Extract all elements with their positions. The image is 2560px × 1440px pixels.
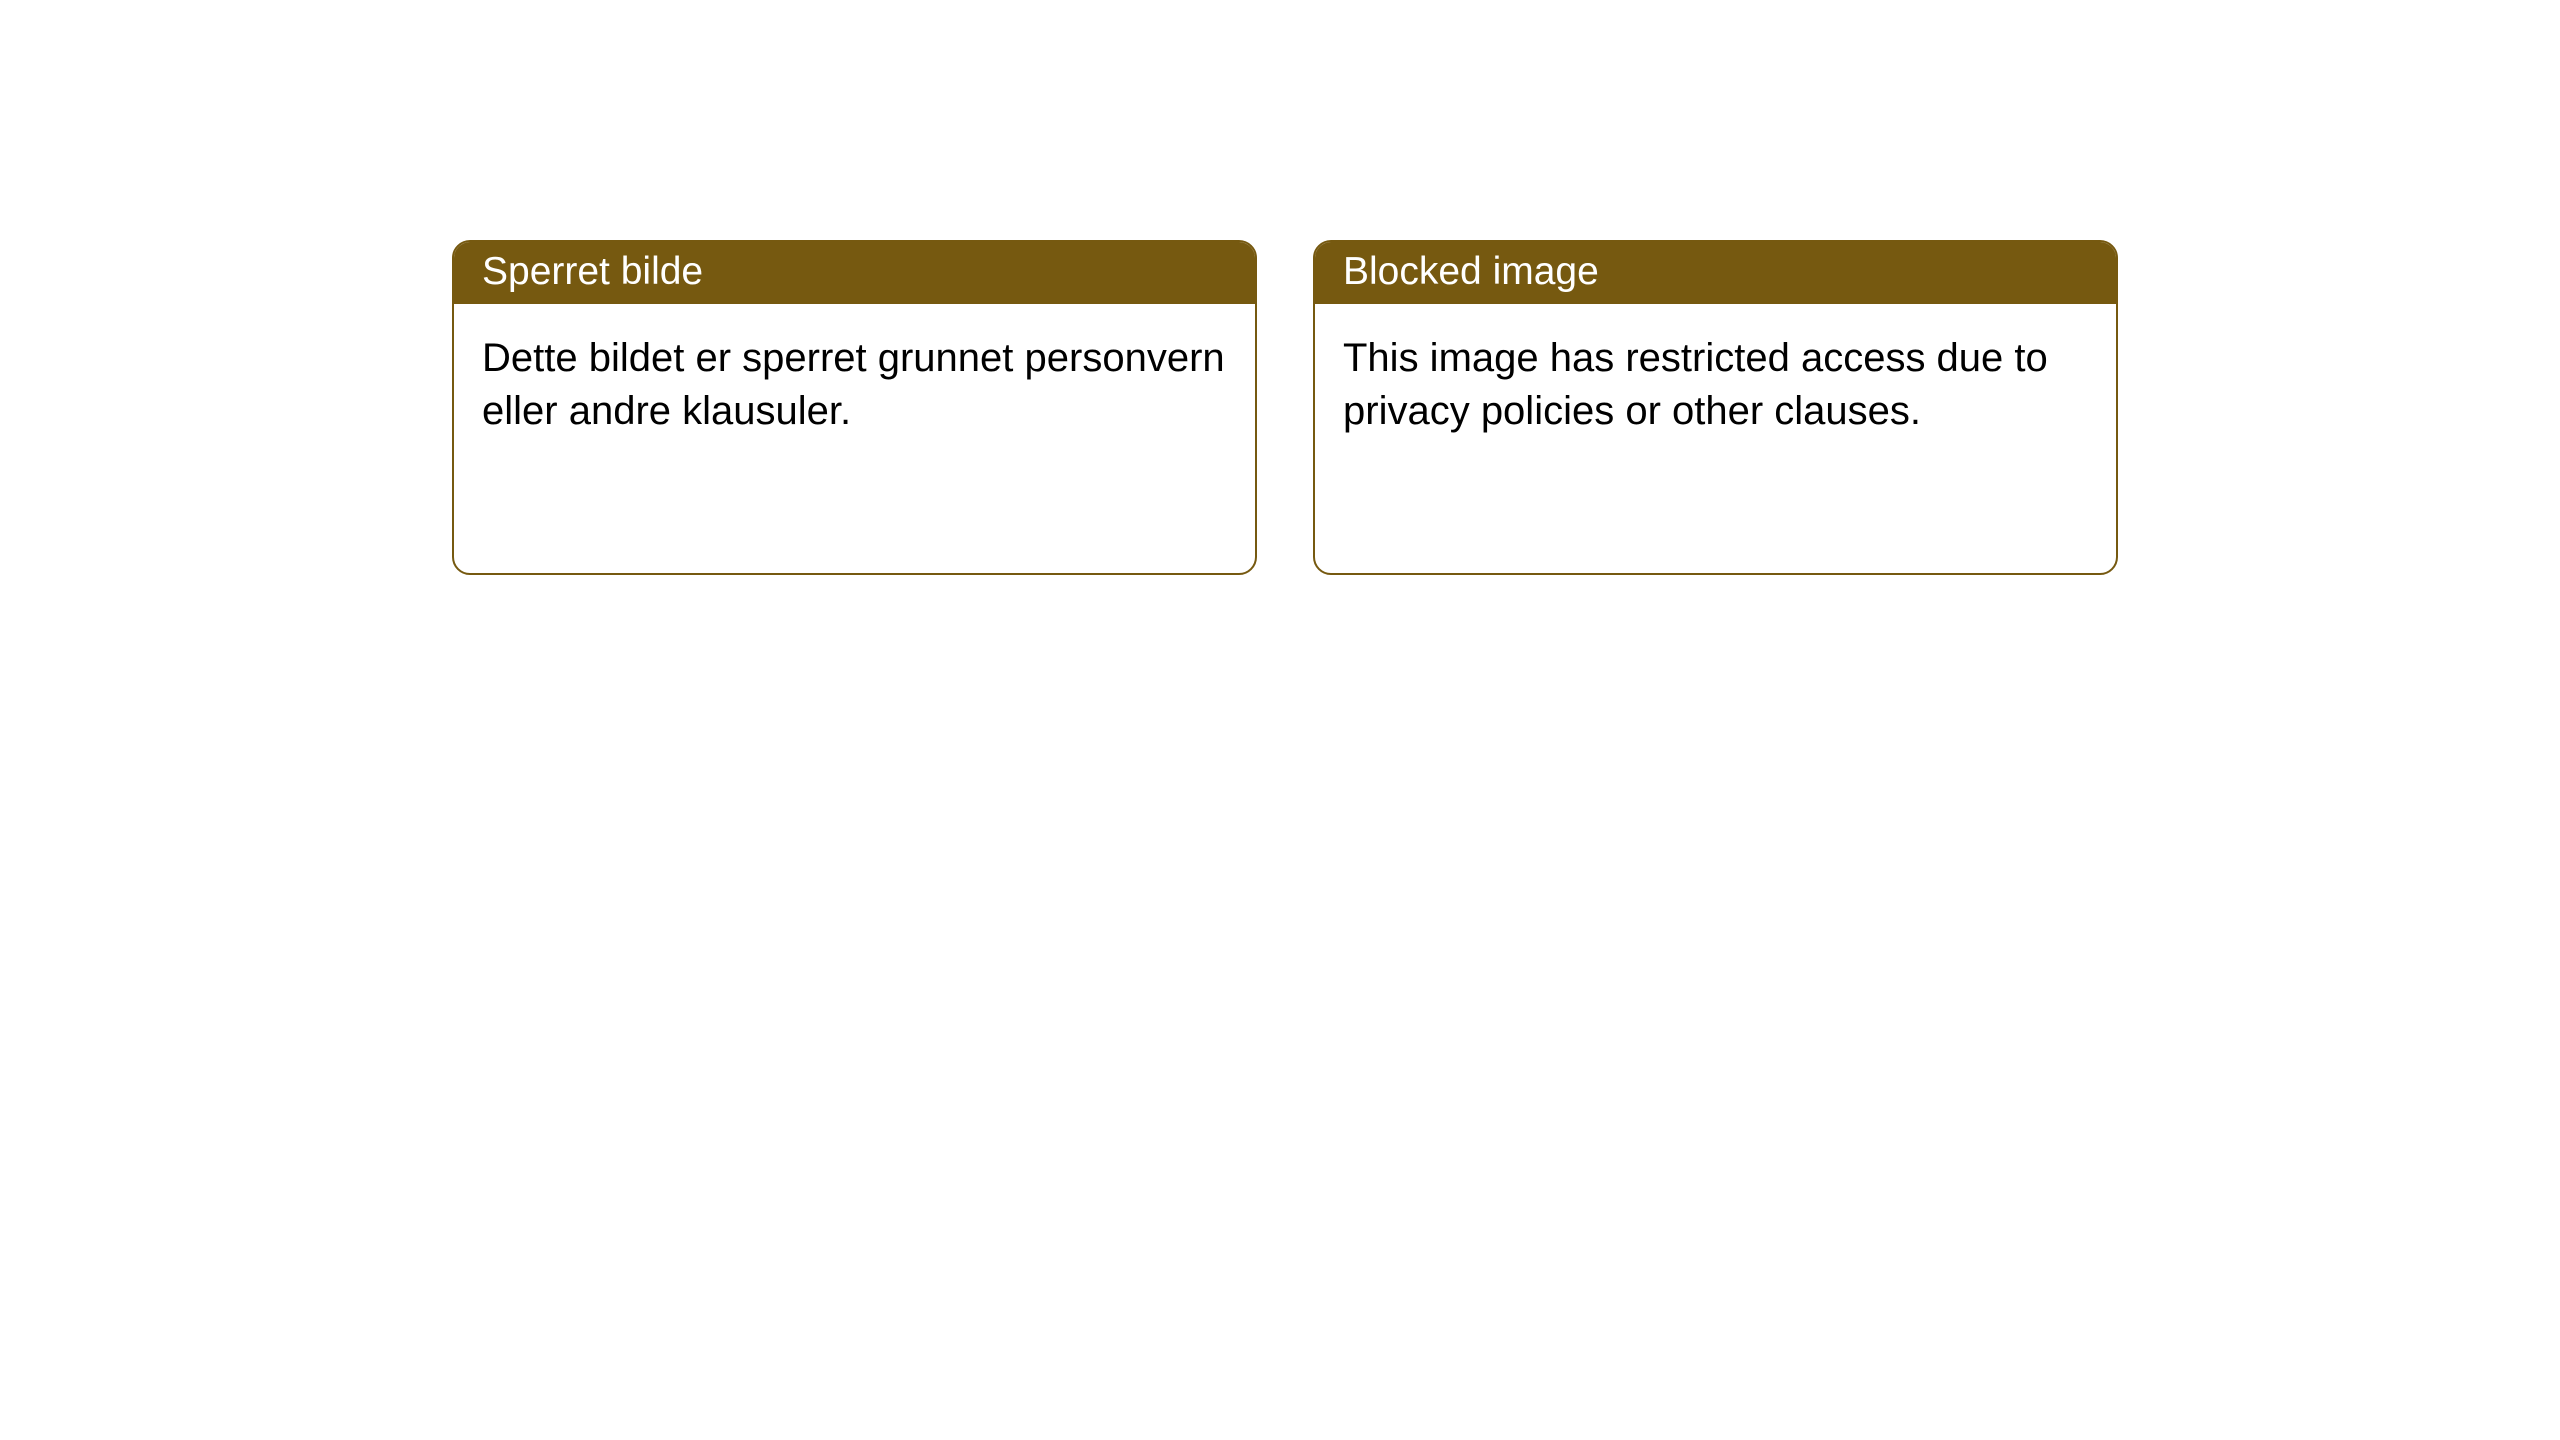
notice-cards-container: Sperret bilde Dette bildet er sperret gr… [452,240,2118,575]
notice-card-body: Dette bildet er sperret grunnet personve… [454,304,1255,573]
notice-card-norwegian: Sperret bilde Dette bildet er sperret gr… [452,240,1257,575]
notice-card-header: Sperret bilde [454,242,1255,304]
notice-card-body: This image has restricted access due to … [1315,304,2116,573]
notice-card-header: Blocked image [1315,242,2116,304]
notice-card-english: Blocked image This image has restricted … [1313,240,2118,575]
